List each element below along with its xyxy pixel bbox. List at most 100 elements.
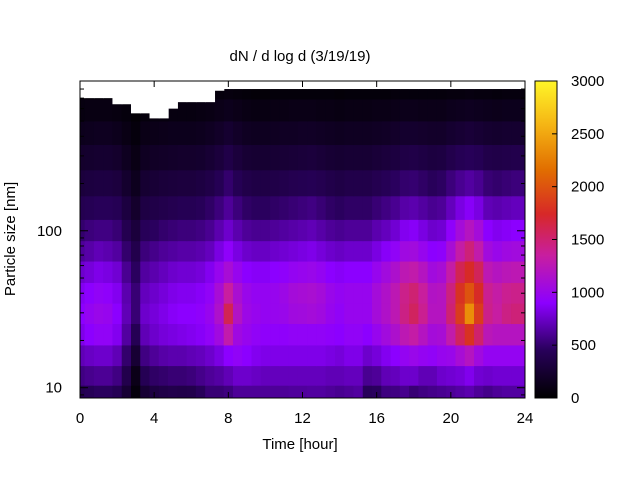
heatmap-cell — [372, 385, 382, 398]
heatmap-cell — [483, 169, 494, 197]
heatmap-cell — [381, 240, 392, 262]
no-data-cell — [232, 81, 243, 90]
heatmap-cell — [307, 365, 318, 386]
heatmap-cell — [307, 120, 318, 146]
heatmap-cell — [464, 282, 475, 304]
heatmap-cell — [325, 98, 336, 122]
chart-title: dN / d log d (3/19/19) — [230, 48, 371, 65]
heatmap-cell — [177, 282, 188, 304]
heatmap-cell — [260, 219, 271, 242]
heatmap-cell — [427, 303, 438, 325]
heatmap-cell — [362, 303, 373, 325]
heatmap-cell — [84, 120, 95, 146]
heatmap-cell — [80, 365, 86, 386]
heatmap-cell — [186, 385, 197, 398]
heatmap-cell — [520, 195, 525, 220]
heatmap-cell — [158, 144, 169, 171]
heatmap-cell — [427, 344, 438, 367]
no-data-cell — [520, 81, 525, 90]
heatmap-cell — [232, 303, 243, 325]
heatmap-cell — [112, 260, 123, 283]
heatmap-cell — [520, 365, 525, 386]
heatmap-cell — [186, 344, 197, 367]
heatmap-cell — [307, 98, 318, 122]
heatmap-cell — [455, 98, 466, 122]
heatmap-cell — [353, 240, 364, 262]
heatmap-cell — [427, 98, 438, 122]
colorbar-ticks: 0 500 1000 1500 2000 2500 3000 — [552, 73, 604, 407]
heatmap-cell — [149, 144, 160, 171]
heatmap-cell — [511, 385, 521, 398]
heatmap-cell — [195, 195, 206, 220]
no-data-cell — [325, 81, 336, 90]
heatmap-cell — [464, 303, 475, 325]
heatmap-cell — [260, 303, 271, 325]
heatmap-cell — [205, 120, 216, 146]
heatmap-cell — [297, 240, 308, 262]
colorbar-tick-label: 3000 — [571, 73, 604, 90]
heatmap-cell — [511, 240, 521, 262]
heatmap-cell — [270, 303, 280, 325]
heatmap-cell — [149, 240, 160, 262]
heatmap-cell — [214, 365, 225, 386]
heatmap-cell — [149, 323, 160, 346]
heatmap-cell — [344, 81, 355, 100]
heatmap-cell — [446, 169, 457, 197]
heatmap-cell — [464, 385, 475, 398]
heatmap-cell — [93, 240, 104, 262]
heatmap-cell — [381, 323, 392, 346]
no-data-cell — [464, 81, 475, 90]
no-data-cell — [168, 81, 178, 109]
heatmap-cell — [511, 169, 521, 197]
heatmap-cell — [84, 365, 95, 386]
heatmap-cell — [492, 303, 503, 325]
heatmap-cell — [334, 260, 345, 283]
no-data-cell — [140, 81, 151, 114]
no-data-cell — [483, 81, 494, 90]
no-data-cell — [316, 81, 327, 90]
heatmap-cell — [316, 169, 327, 197]
heatmap-cell — [297, 323, 308, 346]
heatmap-cell — [409, 81, 419, 100]
y-axis-label: Particle size [nm] — [2, 182, 19, 296]
heatmap-cell — [399, 81, 410, 100]
heatmap-cell — [474, 240, 484, 262]
heatmap-cell — [427, 282, 438, 304]
heatmap-cell — [307, 260, 318, 283]
heatmap-cell — [307, 385, 318, 398]
heatmap-cell — [501, 169, 512, 197]
heatmap-cell — [103, 169, 114, 197]
heatmap-cell — [93, 144, 104, 171]
heatmap-cell — [121, 260, 132, 283]
heatmap-cell — [446, 144, 457, 171]
heatmap-cell — [436, 144, 447, 171]
heatmap-cell — [501, 144, 512, 171]
heatmap-cell — [279, 120, 290, 146]
heatmap-cell — [177, 98, 188, 122]
heatmap-cell — [427, 260, 438, 283]
heatmap-cell — [232, 81, 243, 100]
heatmap-cell — [168, 365, 178, 386]
heatmap-cell — [501, 303, 512, 325]
heatmap-cell — [316, 120, 327, 146]
no-data-cell — [436, 81, 447, 90]
heatmap-cell — [297, 303, 308, 325]
heatmap-cell — [260, 323, 271, 346]
heatmap-cell — [93, 282, 104, 304]
heatmap-cell — [436, 195, 447, 220]
heatmap-cell — [464, 98, 475, 122]
heatmap-cell — [483, 365, 494, 386]
heatmap-cell — [474, 365, 484, 386]
heatmap-cell — [177, 120, 188, 146]
heatmap-cell — [455, 195, 466, 220]
heatmap-cell — [205, 240, 216, 262]
heatmap-cell — [103, 240, 114, 262]
heatmap-cell — [260, 169, 271, 197]
heatmap-cell — [344, 385, 355, 398]
heatmap-cell — [112, 144, 123, 171]
heatmap-cell — [279, 144, 290, 171]
heatmap-cell — [381, 98, 392, 122]
heatmap-cell — [381, 144, 392, 171]
heatmap-cell — [242, 219, 253, 242]
heatmap-cell — [130, 144, 141, 171]
